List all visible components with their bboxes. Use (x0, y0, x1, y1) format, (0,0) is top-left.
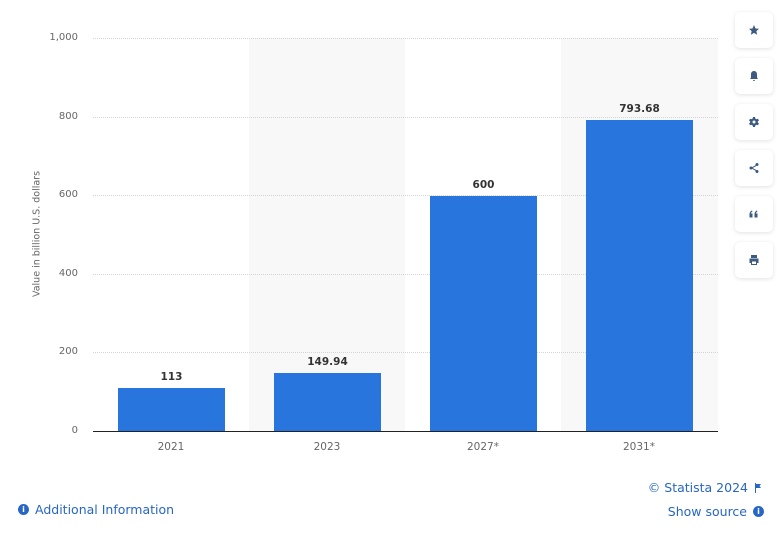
share-button[interactable] (735, 150, 773, 186)
flag-icon (755, 482, 761, 493)
x-tick: 2027* (467, 441, 499, 453)
data-label: 113 (160, 371, 183, 383)
gridline (93, 274, 718, 275)
share-icon (749, 163, 759, 173)
printer-icon (749, 255, 759, 265)
statista-copyright-link[interactable]: © Statista 2024 (648, 480, 762, 495)
y-tick: 200 (58, 346, 78, 357)
bar-2021[interactable] (118, 388, 225, 431)
plot-band (249, 38, 405, 431)
additional-information-link[interactable]: i Additional Information (18, 502, 174, 517)
cite-button[interactable] (735, 196, 773, 232)
bell-icon (750, 71, 758, 81)
gridline (93, 195, 718, 196)
gridline (93, 117, 718, 118)
star-icon (749, 25, 759, 35)
y-tick: 1,000 (49, 32, 78, 43)
bar-2023[interactable] (274, 373, 381, 431)
bar-2031[interactable] (586, 120, 693, 431)
settings-button[interactable] (735, 104, 773, 140)
info-icon: i (18, 504, 29, 515)
data-label: 793.68 (619, 103, 660, 115)
show-source-link[interactable]: Show source i (668, 504, 764, 519)
y-tick: 400 (58, 268, 78, 279)
print-button[interactable] (735, 242, 773, 278)
bar-2027[interactable] (430, 196, 537, 431)
favorite-button[interactable] (735, 12, 773, 48)
data-label: 149.94 (307, 356, 348, 368)
gridline (93, 38, 718, 39)
additional-information-label: Additional Information (35, 502, 175, 517)
quote-icon (749, 210, 758, 218)
x-tick: 2031* (623, 441, 655, 453)
data-label: 600 (472, 179, 495, 191)
x-axis-line (93, 431, 718, 432)
x-tick: 2021 (157, 441, 185, 453)
gridline (93, 352, 718, 353)
info-icon: i (753, 506, 764, 517)
x-tick: 2023 (313, 441, 341, 453)
y-tick: 0 (71, 425, 78, 436)
y-tick: 800 (58, 111, 78, 122)
show-source-label: Show source (667, 504, 747, 519)
notification-button[interactable] (735, 58, 773, 94)
copyright-label: © Statista 2024 (647, 480, 748, 495)
gear-icon (749, 117, 759, 127)
y-tick: 600 (58, 189, 78, 200)
